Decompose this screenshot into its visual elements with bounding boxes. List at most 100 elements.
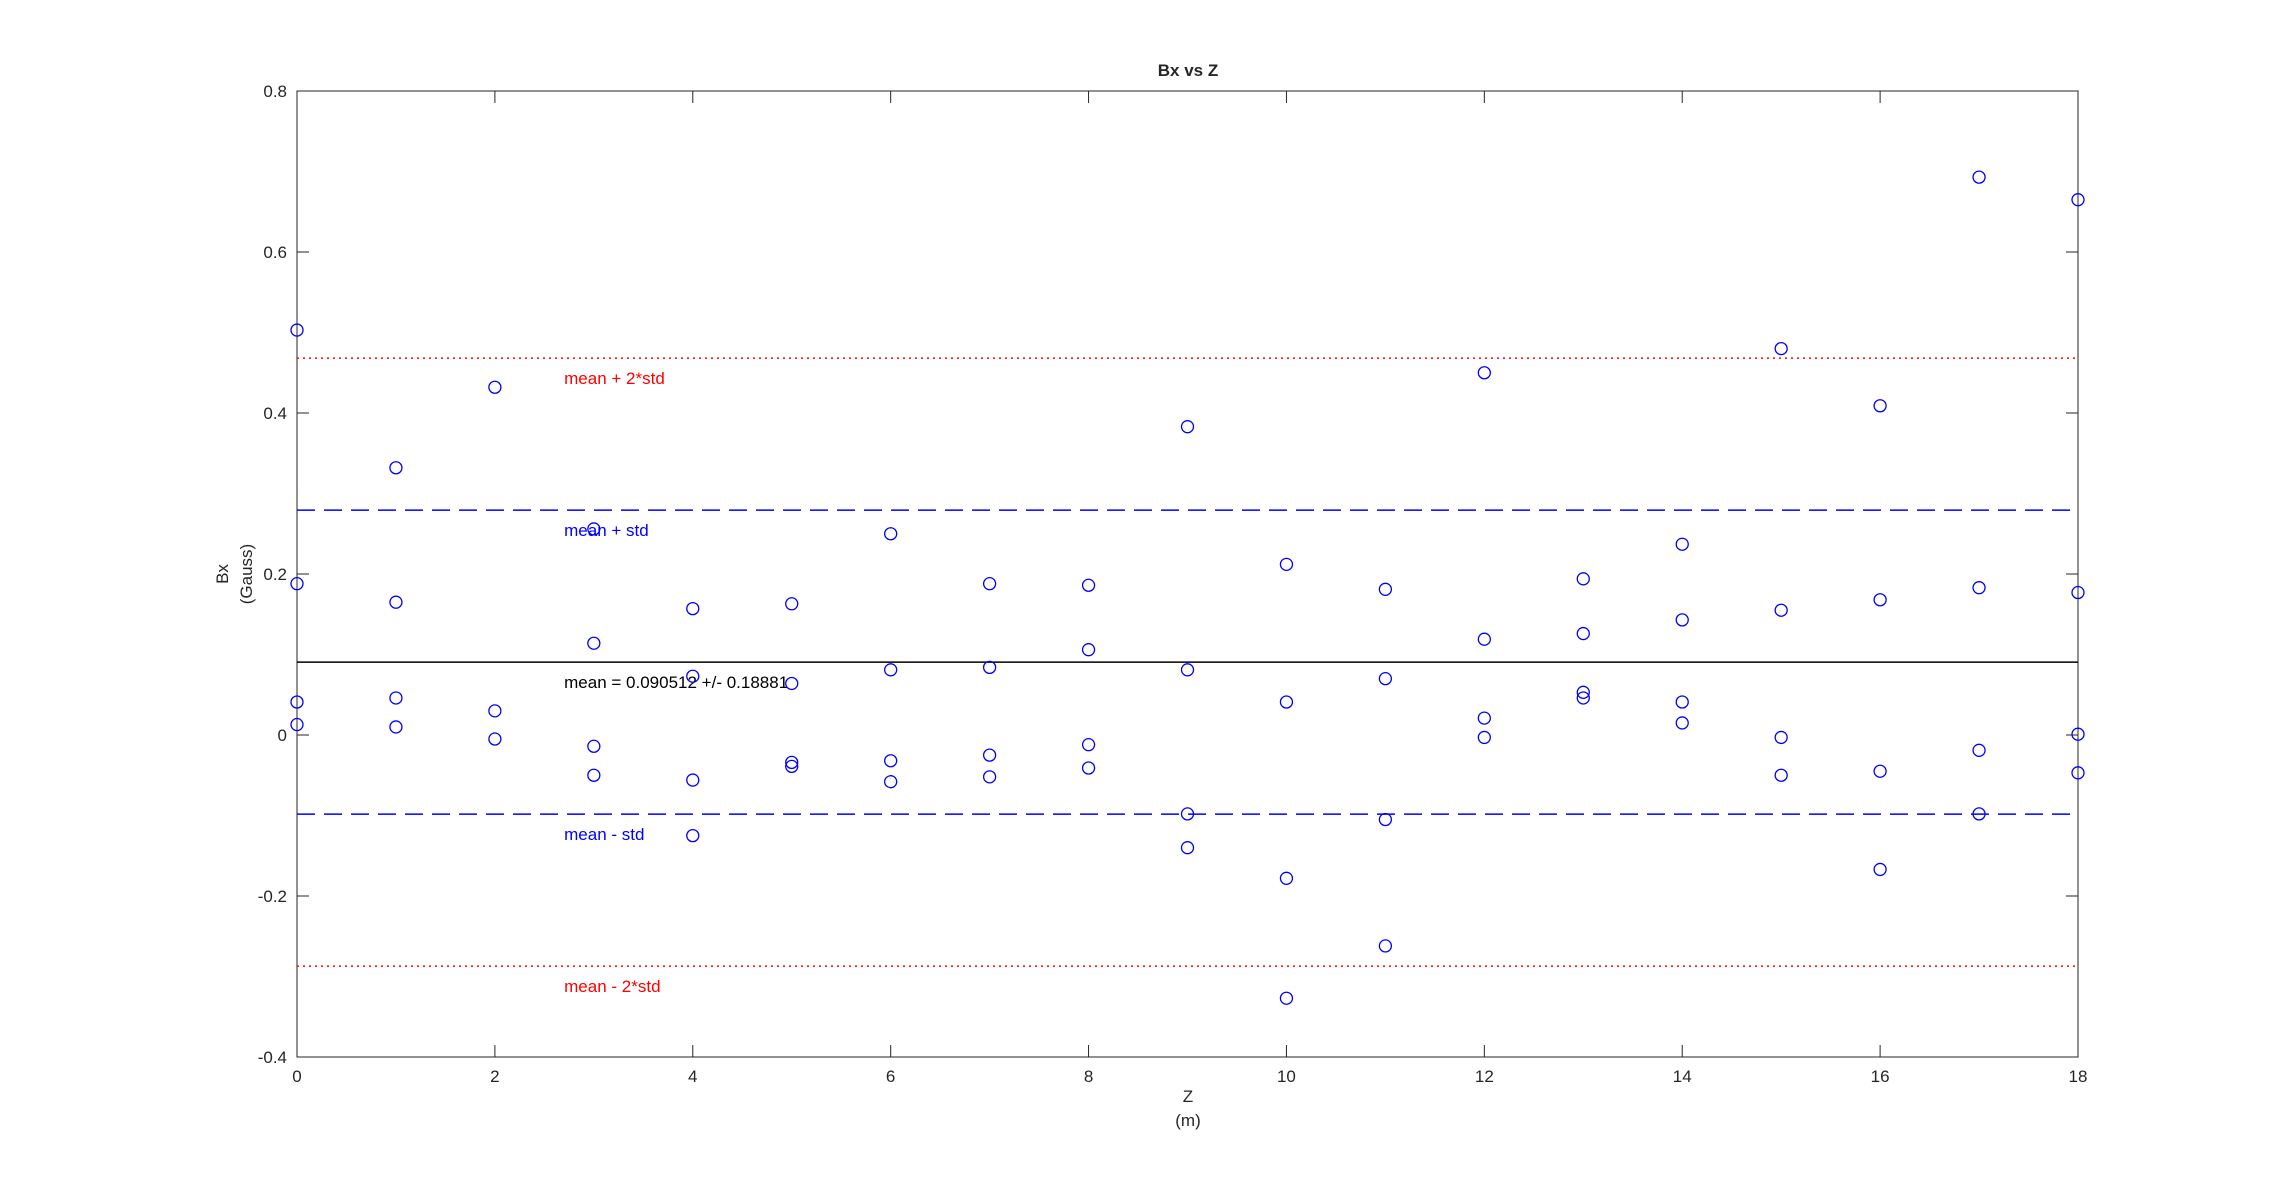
data-point	[1081, 578, 1096, 592]
data-point	[1774, 768, 1788, 782]
data-point	[1972, 807, 1986, 821]
data-point	[2071, 585, 2085, 600]
data-point	[1081, 738, 1096, 752]
x-tick-label: 12	[1475, 1067, 1494, 1086]
data-point	[389, 720, 403, 734]
data-point	[1576, 626, 1590, 641]
y-tick-label: 0.4	[263, 404, 287, 423]
data-point	[982, 660, 997, 675]
x-tick-label: 14	[1673, 1067, 1692, 1086]
data-point	[1180, 663, 1195, 677]
x-tick-label: 4	[688, 1067, 697, 1086]
data-point	[686, 773, 700, 787]
data-point	[982, 577, 997, 591]
data-point	[686, 828, 700, 843]
x-tick-label: 18	[2069, 1067, 2088, 1086]
data-point	[1576, 572, 1590, 586]
y-tick-label: -0.2	[258, 887, 287, 906]
data-point	[290, 323, 304, 337]
reference-label: mean = 0.090512 +/- 0.18881	[564, 673, 788, 692]
data-point	[1576, 691, 1590, 705]
data-point	[389, 461, 403, 475]
data-point	[1279, 557, 1294, 571]
data-point	[982, 748, 997, 762]
data-point	[1180, 807, 1195, 821]
data-point	[389, 691, 403, 705]
data-point	[1180, 841, 1195, 855]
reference-label: mean + 2*std	[564, 369, 665, 388]
data-point	[1774, 730, 1788, 745]
data-point	[587, 522, 601, 536]
x-tick-label: 8	[1084, 1067, 1093, 1086]
data-point	[290, 577, 304, 591]
data-point	[1378, 939, 1393, 953]
data-point	[686, 601, 700, 616]
data-point	[1972, 170, 1986, 184]
x-axis-unit: (m)	[1175, 1111, 1200, 1130]
data-point	[1081, 643, 1096, 657]
data-point	[1675, 716, 1689, 730]
data-point	[2071, 727, 2085, 741]
y-tick-label: 0	[278, 726, 287, 745]
data-point	[1477, 730, 1491, 745]
data-point	[1774, 603, 1788, 617]
data-point	[884, 527, 898, 541]
data-point	[785, 597, 799, 611]
chart-title: Bx vs Z	[1158, 61, 1218, 80]
x-axis-label: Z	[1183, 1087, 1193, 1106]
reference-label: mean + std	[564, 521, 649, 540]
data-point	[1477, 366, 1491, 380]
data-point	[1873, 399, 1887, 413]
data-point	[587, 636, 601, 650]
x-tick-label: 16	[1871, 1067, 1890, 1086]
y-tick-label: -0.4	[258, 1048, 287, 1067]
data-point	[1477, 711, 1491, 725]
y-axis-unit: (Gauss)	[237, 544, 256, 604]
data-point	[1279, 871, 1294, 885]
data-point	[1972, 743, 1986, 757]
data-point	[1774, 341, 1788, 356]
data-point	[686, 669, 700, 683]
y-tick-label: 0.6	[263, 243, 287, 262]
data-point	[2071, 766, 2085, 780]
data-point	[587, 768, 601, 782]
data-point	[1675, 537, 1689, 551]
data-point	[1972, 581, 1986, 595]
data-point	[488, 704, 502, 718]
data-point	[1576, 685, 1590, 699]
data-point	[1180, 420, 1195, 434]
data-point	[1477, 632, 1491, 646]
data-point	[1873, 764, 1887, 778]
x-tick-label: 10	[1277, 1067, 1296, 1086]
data-point	[884, 663, 898, 677]
data-point	[884, 754, 898, 768]
data-point	[488, 380, 502, 394]
data-point	[1873, 593, 1887, 607]
data-point	[785, 759, 799, 774]
data-point	[587, 739, 601, 753]
data-point	[1378, 672, 1393, 686]
x-tick-label: 6	[886, 1067, 895, 1086]
data-point	[1279, 991, 1294, 1005]
data-point	[290, 695, 304, 709]
y-tick-label: 0.8	[263, 82, 287, 101]
reference-label: mean - std	[564, 825, 644, 844]
data-point	[2071, 193, 2085, 207]
data-point	[1279, 695, 1294, 709]
reference-label: mean - 2*std	[564, 977, 660, 996]
data-point	[785, 755, 799, 770]
y-tick-label: 0.2	[263, 565, 287, 584]
data-point	[290, 717, 304, 732]
x-tick-label: 2	[490, 1067, 499, 1086]
data-point	[1378, 582, 1393, 596]
data-point	[389, 595, 403, 609]
data-point	[1873, 862, 1887, 877]
x-tick-label: 0	[292, 1067, 301, 1086]
data-point	[785, 676, 799, 691]
data-point	[884, 775, 898, 789]
data-point	[1675, 613, 1689, 627]
data-point	[982, 770, 997, 784]
data-point	[1378, 812, 1393, 827]
